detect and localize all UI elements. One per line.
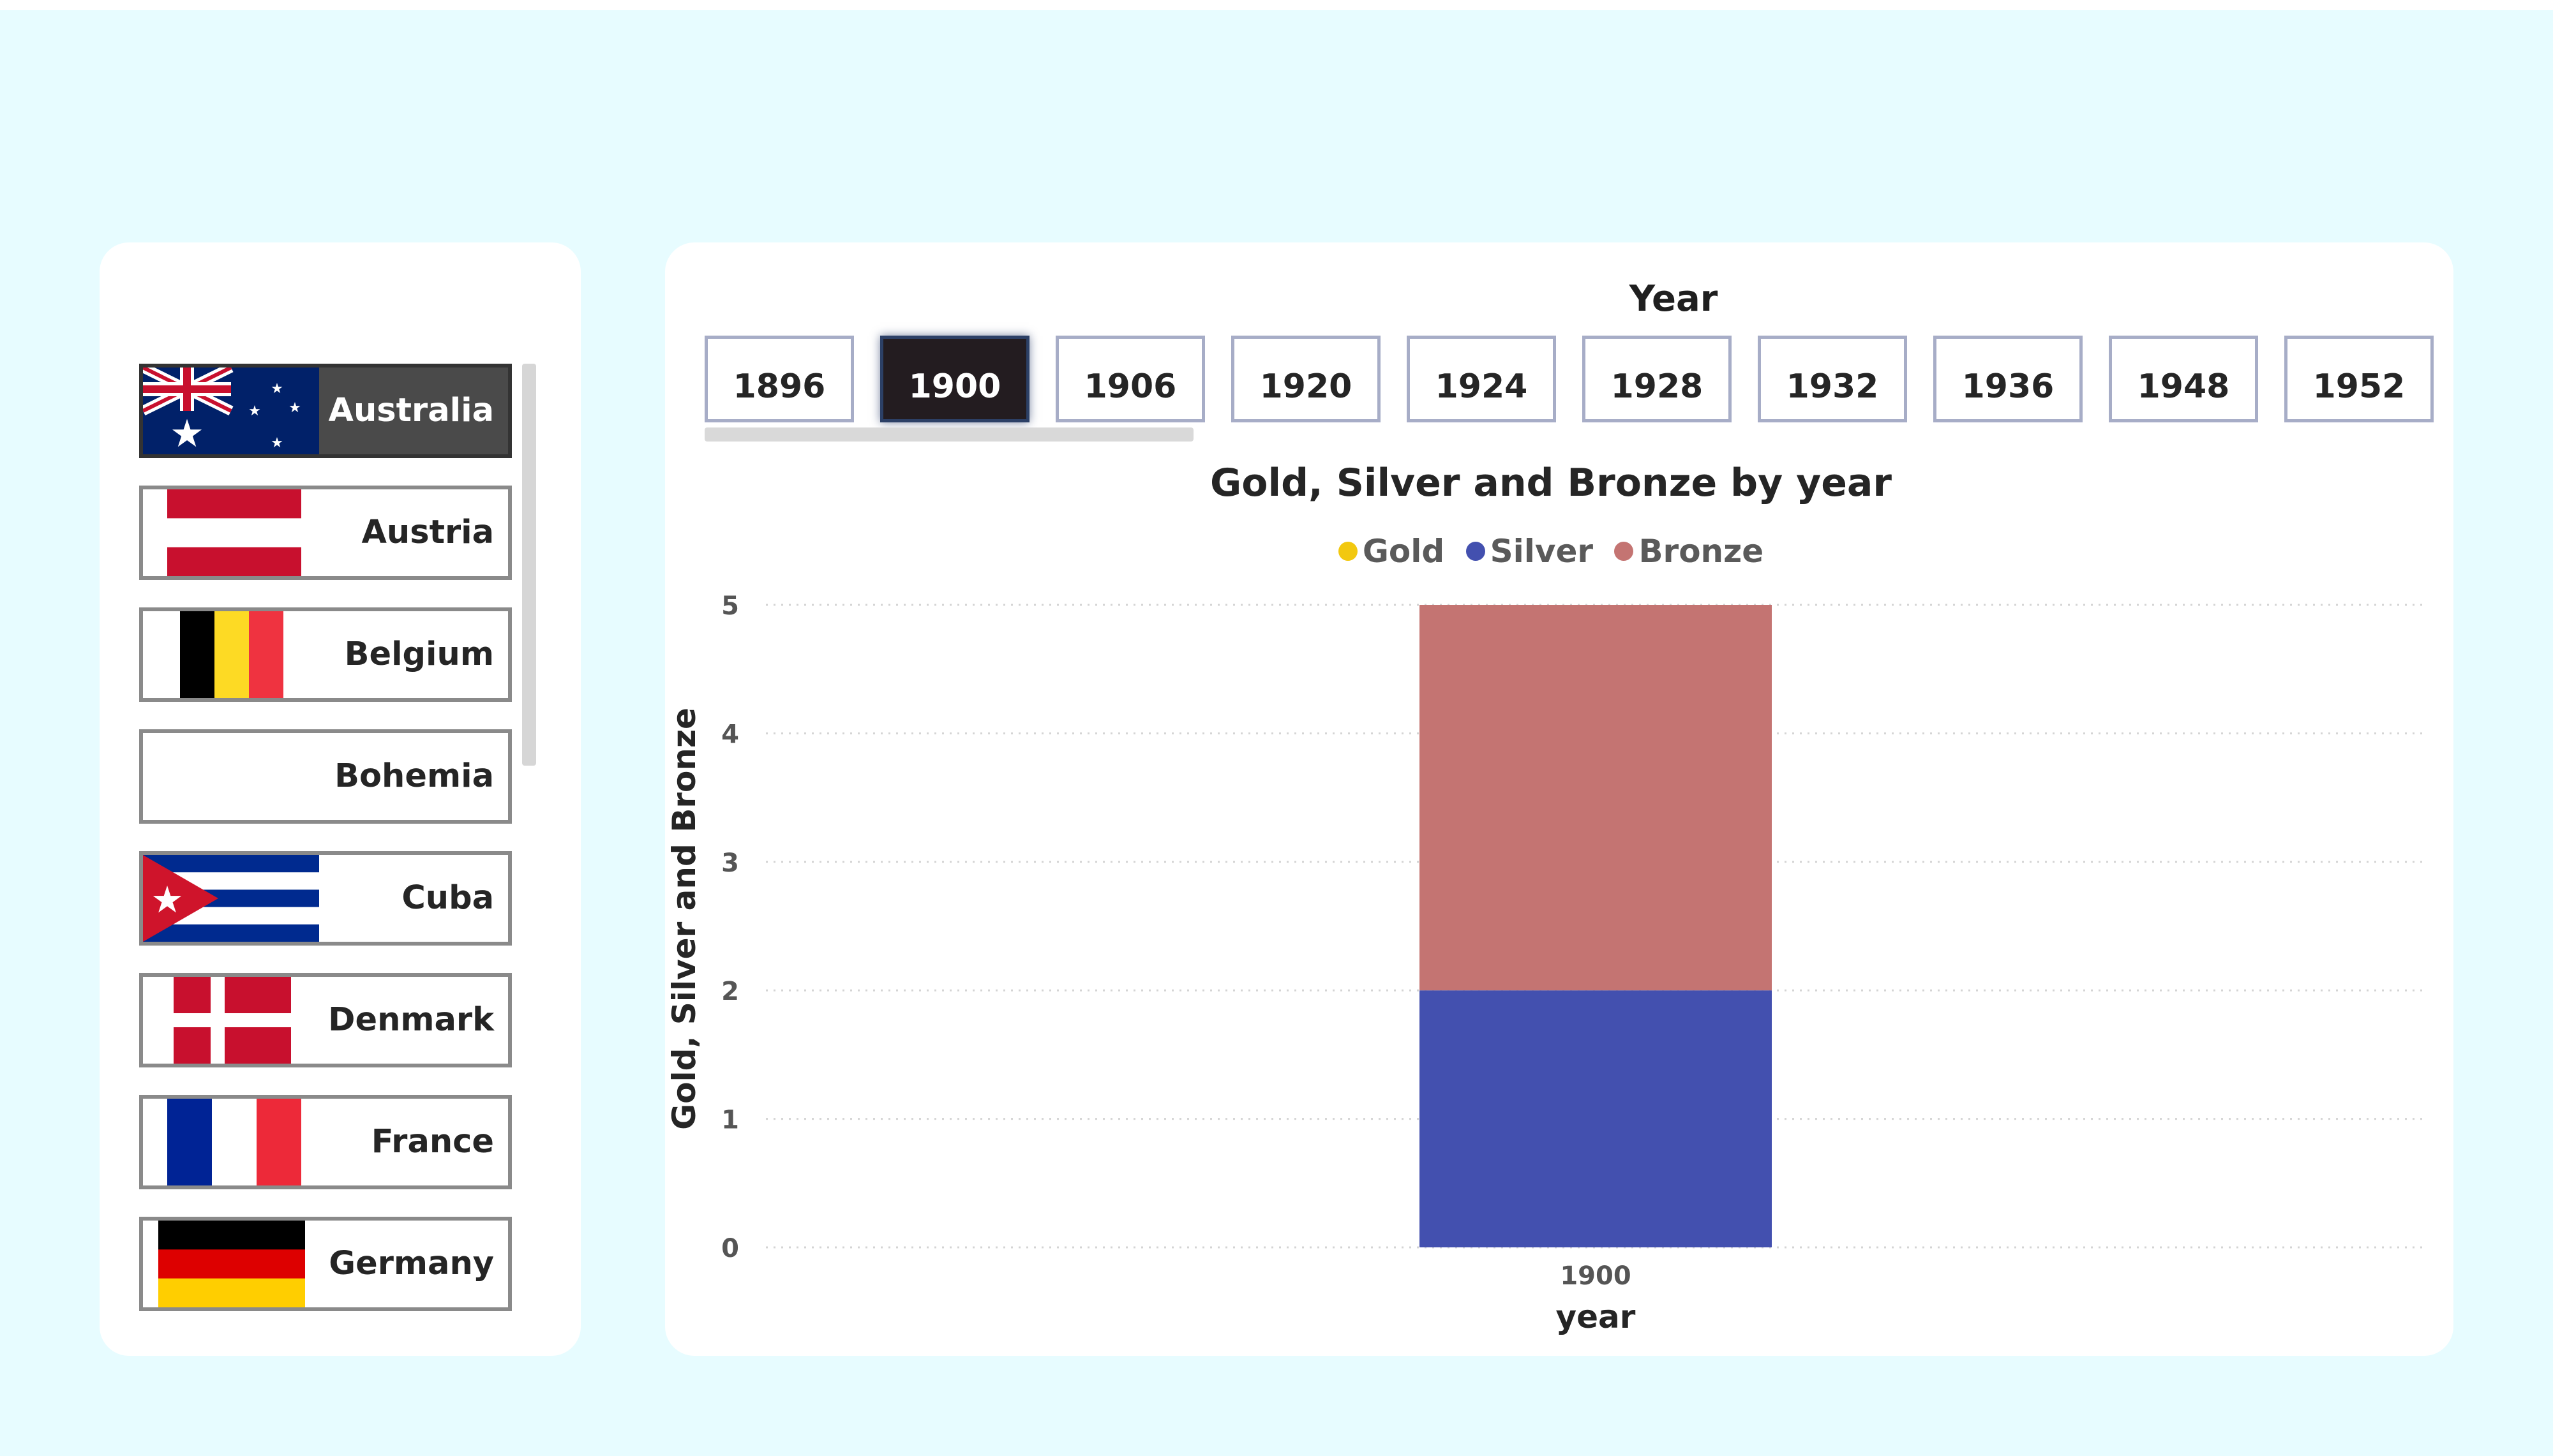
y-tick-label: 4: [721, 720, 739, 749]
year-button-1920[interactable]: 1920: [1231, 336, 1381, 422]
country-item-belgium[interactable]: Belgium: [139, 607, 512, 702]
y-tick-label: 1: [721, 1106, 739, 1135]
country-name: Bohemia: [334, 757, 494, 795]
year-button-1952[interactable]: 1952: [2284, 336, 2434, 422]
flag-france-icon: [167, 1099, 301, 1185]
bar-silver-1900: [1419, 990, 1772, 1247]
svg-text:★: ★: [271, 381, 283, 397]
year-button-1936[interactable]: 1936: [1933, 336, 2083, 422]
flag-germany-icon: [158, 1221, 305, 1307]
country-item-denmark[interactable]: Denmark: [139, 973, 512, 1067]
chart-plot: 0 1 2 3 4 5 1900: [721, 591, 2425, 1291]
chart-title: Gold, Silver and Bronze by year: [1210, 461, 1892, 505]
year-button-1928[interactable]: 1928: [1582, 336, 1732, 422]
country-name: Belgium: [344, 635, 494, 673]
x-axis-title: year: [1555, 1298, 1636, 1335]
legend-label-silver: Silver: [1490, 533, 1594, 570]
legend-item-gold[interactable]: Gold: [1338, 533, 1444, 570]
y-tick-label: 5: [721, 591, 739, 621]
country-list: ★ ★ ★ ★ ★ Australia Austria Belgium Bohemia …: [139, 364, 512, 1339]
year-button-1932[interactable]: 1932: [1758, 336, 1907, 422]
country-name: Austria: [361, 514, 494, 551]
legend-label-gold: Gold: [1362, 533, 1445, 570]
country-item-australia[interactable]: ★ ★ ★ ★ ★ Australia: [139, 364, 512, 458]
flag-australia-icon: ★ ★ ★ ★ ★: [143, 368, 319, 454]
year-slicer-title: Year: [1629, 278, 1718, 320]
svg-text:★: ★: [151, 878, 184, 921]
country-slicer-panel: ★ ★ ★ ★ ★ Australia Austria Belgium Bohemia …: [100, 242, 581, 1356]
legend-item-bronze[interactable]: Bronze: [1614, 533, 1763, 570]
svg-text:★: ★: [288, 400, 301, 416]
country-name: Cuba: [401, 879, 494, 917]
year-slicer-scrollbar[interactable]: [705, 427, 1194, 442]
country-name: France: [371, 1123, 494, 1161]
x-tick-label: 1900: [1560, 1261, 1631, 1291]
svg-text:★: ★: [248, 403, 261, 419]
country-item-cuba[interactable]: ★ Cuba: [139, 851, 512, 946]
flag-denmark-icon: [174, 977, 291, 1064]
country-item-bohemia[interactable]: Bohemia: [139, 729, 512, 824]
year-button-1906[interactable]: 1906: [1056, 336, 1205, 422]
year-button-1924[interactable]: 1924: [1407, 336, 1556, 422]
country-name: Australia: [328, 392, 494, 429]
country-item-austria[interactable]: Austria: [139, 486, 512, 580]
year-button-1896[interactable]: 1896: [705, 336, 854, 422]
flag-belgium-icon: [180, 611, 283, 698]
flag-cuba-icon: ★: [143, 855, 319, 942]
year-button-1948[interactable]: 1948: [2109, 336, 2258, 422]
country-item-france[interactable]: France: [139, 1095, 512, 1189]
svg-text:★: ★: [271, 435, 283, 451]
chart-legend: Gold Silver Bronze: [1276, 533, 1825, 570]
legend-item-silver[interactable]: Silver: [1465, 533, 1594, 570]
y-axis-title: Gold, Silver and Bronze: [666, 708, 703, 1130]
country-list-scrollbar[interactable]: [522, 364, 536, 766]
year-button-1900[interactable]: 1900: [880, 336, 1029, 422]
y-tick-label: 2: [721, 977, 739, 1006]
bar-bronze-1900: [1419, 605, 1772, 991]
flag-austria-icon: [167, 489, 301, 576]
legend-label-bronze: Bronze: [1638, 533, 1764, 570]
svg-text:★: ★: [170, 412, 204, 454]
country-name: Denmark: [328, 1001, 494, 1039]
country-item-germany[interactable]: Germany: [139, 1217, 512, 1311]
legend-dot-bronze: [1614, 541, 1634, 561]
y-tick-label: 0: [721, 1234, 739, 1263]
y-tick-label: 3: [721, 849, 739, 878]
country-name: Germany: [329, 1245, 494, 1282]
top-band: [0, 0, 2553, 10]
legend-dot-silver: [1465, 541, 1485, 561]
legend-dot-gold: [1338, 541, 1358, 561]
